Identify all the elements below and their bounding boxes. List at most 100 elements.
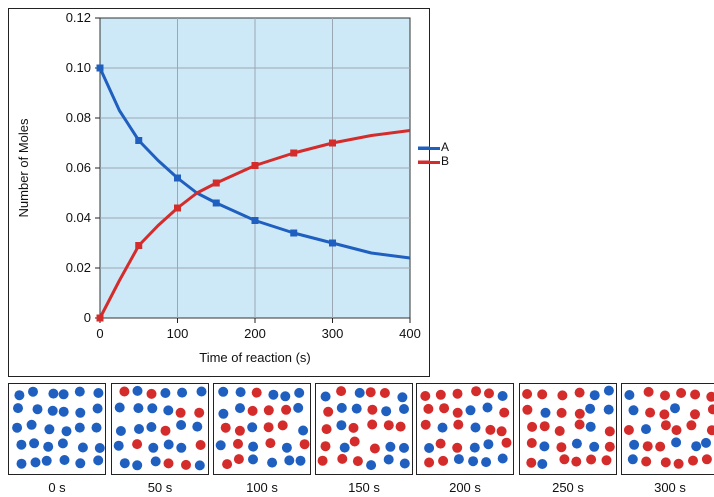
data-point-A: [135, 137, 142, 144]
molecule-field: [417, 384, 514, 475]
molecule-b: [265, 438, 275, 448]
snapshot-time-label: 300 s: [621, 480, 714, 495]
molecule-a: [572, 439, 582, 449]
molecule-b: [644, 387, 654, 397]
molecule-b: [235, 426, 245, 436]
molecule-a: [355, 388, 365, 398]
molecule-b: [196, 440, 206, 450]
molecule-b: [337, 454, 347, 464]
molecule-b: [367, 420, 377, 430]
molecule-b: [484, 388, 494, 398]
molecule-a: [59, 407, 69, 417]
molecule-a: [280, 391, 290, 401]
molecule-a: [163, 405, 173, 415]
molecule-a: [93, 388, 103, 398]
molecule-a: [670, 403, 680, 413]
x-axis-label: Time of reaction (s): [199, 350, 311, 365]
molecule-a: [164, 440, 174, 450]
molecule-a: [248, 442, 258, 452]
molecule-a: [133, 403, 143, 413]
molecule-b: [420, 391, 430, 401]
molecule-b: [281, 405, 291, 415]
molecule-a: [218, 387, 228, 397]
y-tick-label: 0.06: [66, 160, 91, 175]
molecule-a: [483, 439, 493, 449]
snapshot-4: [416, 383, 514, 475]
molecule-a: [268, 390, 278, 400]
molecule-b: [318, 456, 328, 466]
molecule-a: [628, 454, 638, 464]
molecule-b: [537, 389, 547, 399]
data-point-B: [97, 315, 104, 322]
molecule-a: [17, 459, 27, 469]
molecule-field: [9, 384, 106, 475]
molecule-b: [660, 391, 670, 401]
molecule-b: [181, 460, 191, 470]
y-tick-label: 0: [84, 310, 91, 325]
molecule-b: [436, 439, 446, 449]
molecule-a: [590, 390, 600, 400]
molecule-b: [252, 388, 262, 398]
molecule-b: [322, 424, 332, 434]
molecule-a: [115, 403, 125, 413]
molecule-b: [706, 392, 714, 402]
data-point-B: [290, 150, 297, 157]
snapshot-time-label: 100 s: [213, 480, 311, 495]
molecule-a: [92, 423, 102, 433]
molecule-b: [423, 404, 433, 414]
molecule-a: [33, 404, 43, 414]
molecule-b: [527, 422, 537, 432]
molecule-a: [385, 442, 395, 452]
molecule-a: [93, 455, 103, 465]
line-chart: 0 0.02 0.04 0.06 0.08 0.10 0.12 0 100 200 300 400 Ti…: [8, 8, 430, 377]
molecule-b: [556, 442, 566, 452]
molecule-a: [148, 443, 158, 453]
legend-label-A: A: [441, 140, 449, 154]
y-tick-label: 0.04: [66, 210, 91, 225]
molecule-a: [337, 403, 347, 413]
molecule-b: [380, 388, 390, 398]
molecule-a: [294, 388, 304, 398]
molecule-a: [438, 423, 448, 433]
molecule-field: [316, 384, 413, 475]
molecule-a: [147, 403, 157, 413]
molecule-a: [134, 424, 144, 434]
molecule-b: [555, 426, 565, 436]
molecule-b: [438, 456, 448, 466]
molecule-b: [264, 422, 274, 432]
snapshot-0: [8, 383, 106, 475]
molecule-b: [132, 439, 142, 449]
molecule-a: [352, 404, 362, 414]
molecule-b: [323, 407, 333, 417]
molecule-b: [643, 441, 653, 451]
molecule-a: [701, 438, 711, 448]
snapshot-time-label: 200 s: [416, 480, 514, 495]
molecule-b: [575, 409, 585, 419]
molecule-b: [659, 409, 669, 419]
molecule-b: [522, 405, 532, 415]
molecule-a: [12, 423, 22, 433]
snapshot-1: [111, 383, 209, 475]
molecule-b: [575, 388, 585, 398]
x-tick-label: 200: [244, 326, 266, 341]
molecule-field: [622, 384, 714, 475]
molecule-a: [585, 404, 595, 414]
molecule-a: [13, 403, 23, 413]
molecule-field: [214, 384, 311, 475]
y-axis-label: Number of Moles: [16, 118, 31, 217]
molecule-b: [661, 420, 671, 430]
molecule-a: [466, 405, 476, 415]
molecule-a: [95, 443, 105, 453]
molecule-b: [370, 444, 380, 454]
y-tick-label: 0.12: [66, 10, 91, 25]
molecule-a: [14, 390, 24, 400]
molecule-b: [194, 408, 204, 418]
molecule-b: [384, 420, 394, 430]
data-point-A: [252, 217, 259, 224]
molecule-a: [298, 426, 308, 436]
snapshot-time-label: 250 s: [519, 480, 617, 495]
molecule-a: [44, 424, 54, 434]
molecule-b: [661, 457, 671, 467]
molecule-b: [624, 425, 634, 435]
molecule-a: [481, 457, 491, 467]
